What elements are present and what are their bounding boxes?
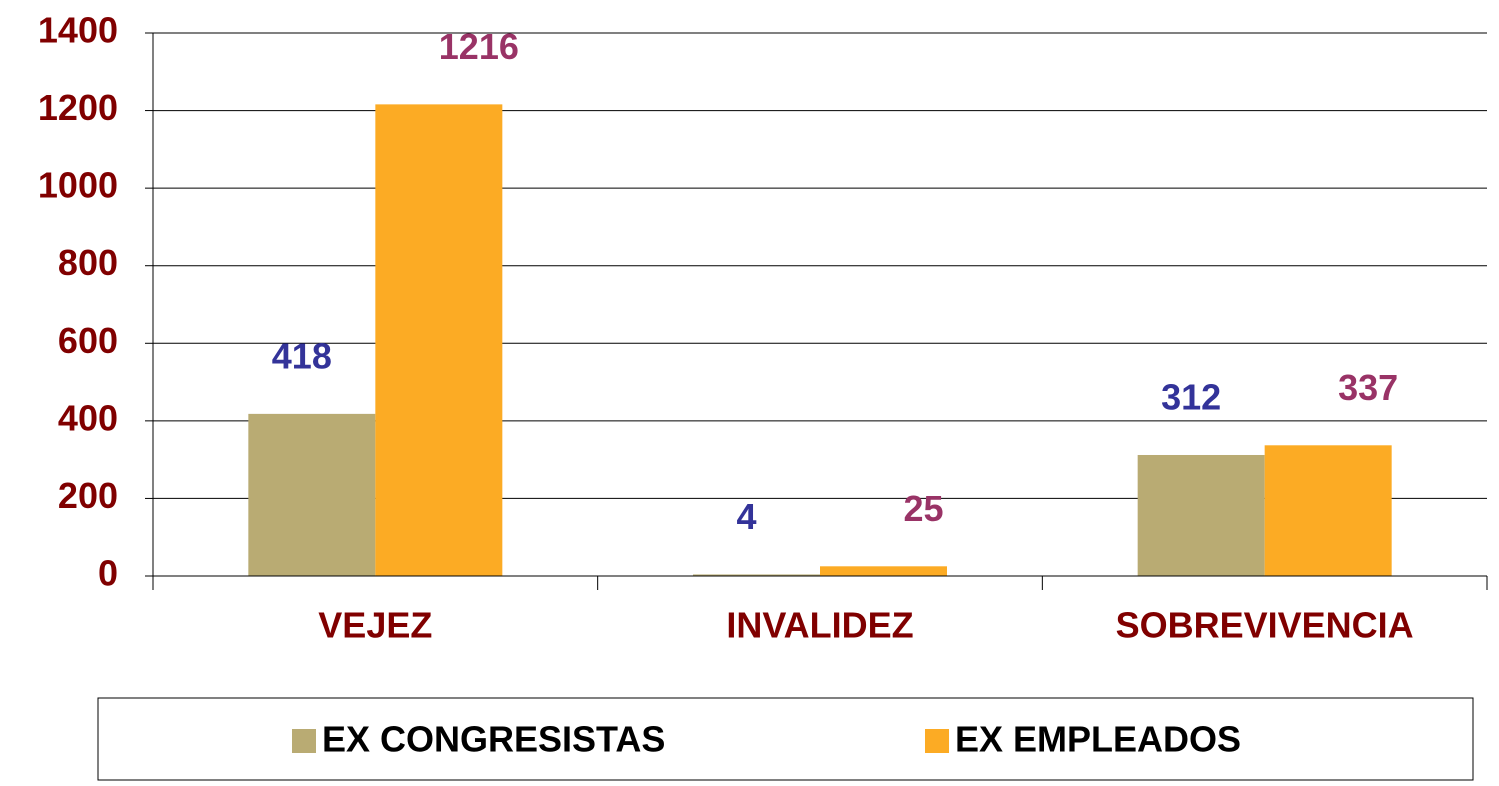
bar [248, 413, 376, 576]
legend-box [97, 697, 1474, 781]
value-label: 4 [736, 496, 756, 537]
value-label: 337 [1338, 367, 1398, 408]
y-tick-label: 1400 [38, 10, 118, 51]
bar [375, 104, 503, 576]
legend-swatch [292, 729, 316, 753]
y-tick-label: 600 [58, 320, 118, 361]
bar [820, 566, 947, 576]
y-tick-label: 1000 [38, 165, 118, 206]
y-tick-label: 1200 [38, 87, 118, 128]
value-label: 1216 [439, 26, 519, 67]
x-tick-label: INVALIDEZ [726, 605, 913, 646]
x-tick-label: SOBREVIVENCIA [1116, 605, 1414, 646]
bar [1137, 454, 1265, 576]
bar [1264, 445, 1392, 576]
value-label: 312 [1161, 377, 1221, 418]
legend-label: EX CONGRESISTAS [322, 719, 665, 760]
y-tick-label: 200 [58, 475, 118, 516]
y-tick-label: 400 [58, 397, 118, 438]
y-tick-label: 800 [58, 242, 118, 283]
value-label: 418 [272, 335, 332, 376]
value-label: 25 [903, 488, 943, 529]
bar [693, 574, 820, 576]
legend-label: EX EMPLEADOS [955, 719, 1241, 760]
y-tick-label: 0 [98, 553, 118, 594]
legend-swatch [925, 729, 949, 753]
x-tick-label: VEJEZ [318, 605, 432, 646]
